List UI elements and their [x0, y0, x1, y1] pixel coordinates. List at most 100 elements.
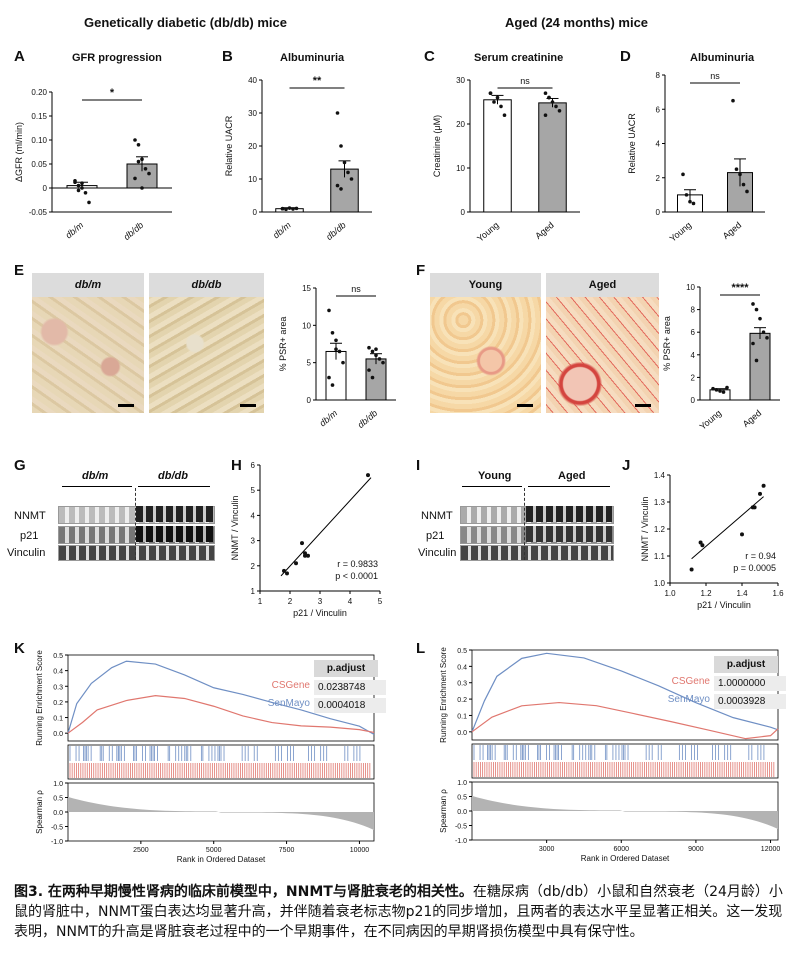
tick-label-C: 0 [461, 208, 466, 217]
ylabel-C: Creatinine (μM) [432, 115, 442, 177]
tick-label-H: 3 [318, 597, 323, 606]
data-point-A [133, 176, 137, 181]
tick-label-D: 8 [656, 71, 661, 80]
data-point-C [550, 100, 555, 104]
tick-label-F: 6 [691, 328, 696, 337]
blot-I-group-1: Aged [558, 470, 586, 482]
tick-label-D: 0 [656, 208, 661, 217]
ylabel-E: % PSR+ area [278, 317, 288, 372]
tick-label-K: 2500 [133, 847, 149, 854]
histology-dbm: db/m [32, 273, 144, 413]
tick-label-K: -0.5 [51, 825, 63, 832]
data-point-F [751, 302, 755, 306]
tick-label-A: 0.20 [31, 88, 47, 97]
histology-label-young: Young [430, 273, 541, 297]
bar-C-1 [538, 102, 567, 213]
ylabel-J: NNMT / Vinculin [640, 497, 650, 562]
data-point-J [689, 567, 694, 572]
tick-label-A: -0.05 [29, 208, 48, 217]
data-point-H [294, 561, 298, 566]
bar-B-1 [330, 168, 359, 213]
category-label-A: db/db [122, 220, 146, 242]
tick-label-J: 1.1 [654, 552, 666, 561]
tick-label-H: 1 [258, 597, 263, 606]
blot-G-row-1: p21 [20, 530, 39, 542]
data-point-F [765, 336, 769, 340]
tick-label-K: 0.1 [53, 716, 63, 723]
data-point-A [140, 157, 144, 161]
sig-label-A: * [110, 87, 115, 99]
data-point-C [543, 91, 548, 95]
r-value-J: r = 0.94 [745, 551, 776, 561]
data-point-C [502, 113, 507, 117]
blot-I-row-2: Vinculin [418, 547, 457, 559]
category-label-B: db/m [271, 220, 293, 241]
ylabel-sp-K: Spearman ρ [35, 790, 44, 834]
panel-letter-J: J [622, 457, 631, 474]
histology-label-dbdb: db/db [149, 273, 264, 297]
histology-label-aged: Aged [546, 273, 659, 297]
tick-label-H: 6 [251, 461, 256, 470]
tick-label-F: 0 [691, 396, 696, 405]
data-point-H [282, 568, 286, 573]
sig-label-E: ns [351, 284, 361, 294]
panel-letter-A: A [14, 48, 25, 65]
data-point-D [681, 172, 685, 177]
data-point-F [754, 307, 759, 312]
panel-title-B: Albuminuria [280, 52, 345, 64]
panel-letter-I: I [416, 457, 421, 474]
data-point-B [291, 207, 295, 211]
tick-label-K: 10000 [350, 847, 370, 854]
category-label-C: Young [475, 220, 501, 244]
data-point-A [87, 200, 91, 205]
ylabel-sp-L: Spearman ρ [439, 789, 448, 833]
data-point-D [691, 201, 696, 206]
tick-label-L: 0.5 [457, 648, 467, 655]
blot-G-band-p21-2 [136, 526, 213, 542]
blot-G-row-0: NNMT [14, 510, 46, 522]
data-point-C [543, 113, 548, 117]
gsea-set-value: 0.0004018 [314, 698, 386, 713]
category-label-D: Young [668, 220, 694, 244]
bar-E-1 [365, 358, 387, 401]
panel-letter-L: L [416, 640, 426, 657]
tick-label-E: 10 [302, 321, 311, 330]
panel-letter-G: G [14, 457, 26, 474]
category-label-A: db/m [64, 220, 86, 241]
tick-label-K: 0.0 [53, 731, 63, 738]
data-point-B [335, 183, 340, 188]
histology-label-dbm: db/m [32, 273, 144, 297]
tick-label-J: 1.4 [654, 471, 666, 480]
data-point-E [370, 375, 375, 380]
category-label-B: db/db [324, 220, 348, 242]
data-point-H [285, 571, 289, 576]
panel-title-A: GFR progression [72, 52, 162, 64]
data-point-C [495, 95, 500, 100]
data-point-A [136, 143, 141, 147]
tick-label-L: 12000 [761, 846, 781, 853]
ylabel-es-L: Running Enrichment Score [439, 647, 448, 743]
data-point-C [554, 104, 558, 109]
tick-label-B: 10 [248, 175, 257, 184]
sig-label-D: ns [710, 71, 720, 81]
tick-label-L: -1.0 [455, 838, 467, 845]
tick-label-K: 0.0 [53, 810, 63, 817]
tick-label-E: 15 [302, 284, 311, 293]
header-aged: Aged (24 months) mice [505, 15, 649, 30]
tick-label-L: 0.4 [457, 664, 467, 671]
tick-label-K: 0.5 [53, 796, 63, 803]
blot-G-group-1: db/db [158, 470, 188, 482]
data-point-C [492, 100, 496, 104]
gsea-table-header: p.adjust [314, 660, 378, 677]
data-point-C [547, 95, 551, 100]
scale-bar [240, 404, 256, 407]
tick-label-D: 4 [656, 140, 661, 149]
data-point-F [758, 316, 762, 321]
blot-G-row-2: Vinculin [7, 547, 46, 559]
scale-bar [635, 404, 651, 407]
tick-label-K: 7500 [279, 847, 295, 854]
tick-label-B: 0 [253, 208, 258, 217]
tick-label-F: 10 [686, 283, 695, 292]
tick-label-C: 30 [456, 76, 465, 85]
data-point-A [76, 188, 81, 193]
